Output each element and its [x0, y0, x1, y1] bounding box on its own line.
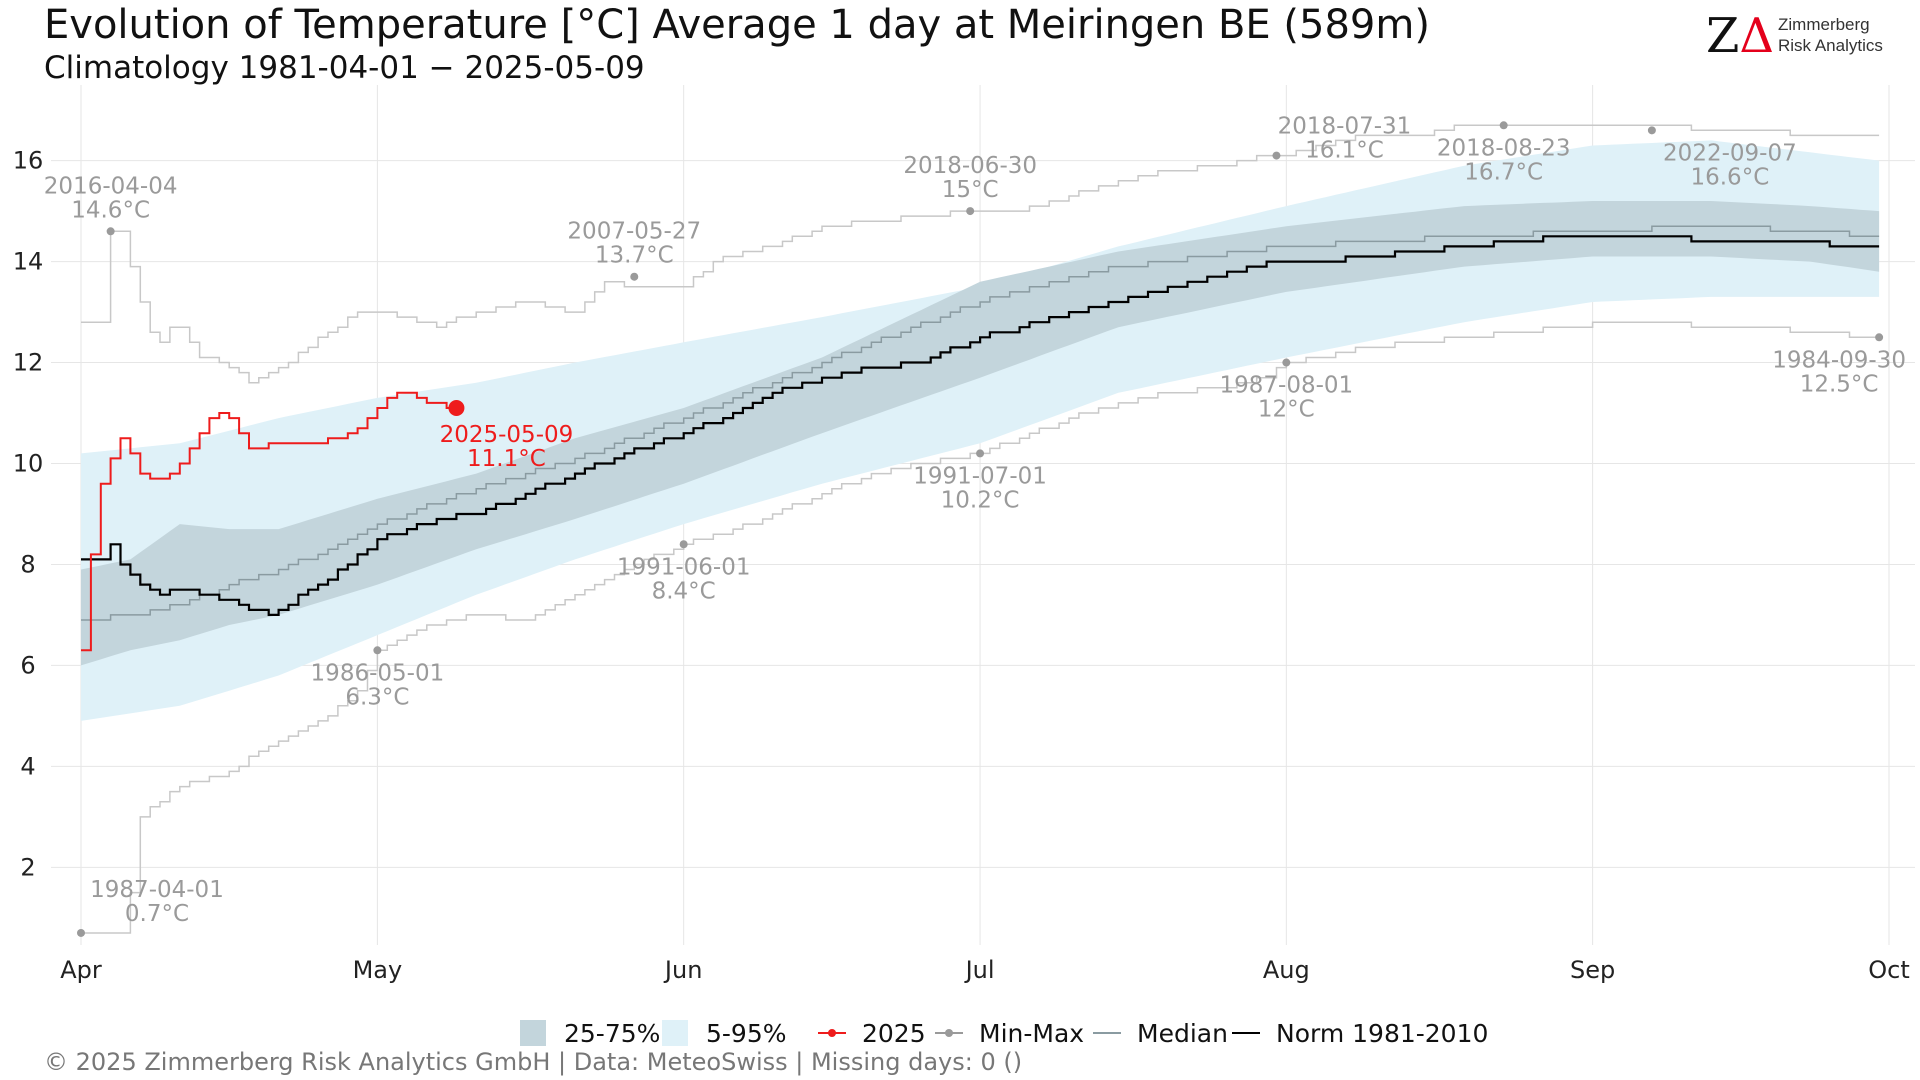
legend-swatch-band_25_75 — [520, 1020, 546, 1046]
record-date-label: 2018-06-30 — [903, 153, 1037, 179]
x-tick-label-jul: Jul — [964, 956, 995, 984]
grid — [51, 85, 1915, 945]
record-date-label: 1991-07-01 — [913, 463, 1047, 489]
company-logo: ZΔ Zimmerberg Risk Analytics — [1706, 8, 1906, 64]
median-line — [81, 225, 1880, 621]
record-value-label: 16.7°C — [1464, 159, 1543, 185]
record-date-label: 2007-05-27 — [567, 219, 701, 245]
record-date-label: 1984-09-30 — [1772, 347, 1906, 373]
legend-dot-current — [828, 1029, 836, 1037]
y-tick-label-6: 6 — [20, 651, 35, 679]
y-tick-label-2: 2 — [20, 853, 35, 881]
max-line — [81, 124, 1880, 384]
current-year-value-label: 11.1°C — [467, 446, 546, 472]
legend-item-norm: Norm 1981-2010 — [1232, 1019, 1488, 1048]
record-point — [106, 227, 115, 236]
y-tick-label-8: 8 — [20, 550, 35, 578]
band-25-75 — [81, 201, 1880, 666]
legend-label-current: 2025 — [862, 1019, 926, 1048]
record-point — [77, 928, 85, 937]
record-value-label: 16.1°C — [1305, 138, 1384, 164]
record-value-label: 0.7°C — [125, 901, 189, 927]
legend-label-band_25_75: 25-75% — [564, 1019, 660, 1048]
logo-text: Zimmerberg Risk Analytics — [1778, 14, 1883, 56]
record-point — [1875, 333, 1884, 342]
legend-label-norm: Norm 1981-2010 — [1276, 1019, 1488, 1048]
record-value-label: 15°C — [942, 177, 999, 203]
band-5-95 — [81, 140, 1880, 721]
legend-dot-minmax — [945, 1029, 953, 1037]
record-point — [1647, 126, 1656, 135]
record-value-label: 10.2°C — [941, 487, 1020, 513]
chart-subtitle: Climatology 1981-04-01 − 2025-05-09 — [44, 50, 645, 86]
legend-label-median: Median — [1137, 1019, 1228, 1048]
legend: 25-75% 5-95% 2025 Min-Max Median Norm 1981-20… — [520, 1019, 1488, 1048]
x-tick-label-sep: Sep — [1570, 956, 1615, 984]
record-value-label: 12.5°C — [1800, 371, 1879, 397]
series-lines — [81, 124, 1880, 934]
y-tick-label-14: 14 — [13, 248, 44, 276]
chart-title: Evolution of Temperature [°C] Average 1 … — [44, 2, 1430, 48]
record-value-label: 6.3°C — [345, 684, 409, 710]
logo-z: Z — [1706, 8, 1740, 64]
record-point — [976, 449, 985, 458]
record-point — [966, 207, 975, 216]
legend-swatch-band_5_95 — [662, 1020, 688, 1046]
record-value-label: 12°C — [1258, 397, 1315, 423]
record-date-label: 2018-07-31 — [1278, 114, 1412, 140]
legend-label-band_5_95: 5-95% — [706, 1019, 787, 1048]
y-tick-label-12: 12 — [13, 349, 44, 377]
record-date-label: 2016-04-04 — [44, 173, 178, 199]
record-value-label: 16.6°C — [1690, 164, 1769, 190]
footer-credit: © 2025 Zimmerberg Risk Analytics GmbH | … — [44, 1048, 1023, 1076]
legend-item-band_5_95: 5-95% — [662, 1019, 787, 1048]
logo-line-2: Risk Analytics — [1778, 36, 1883, 55]
record-point — [373, 646, 382, 655]
record-date-label: 1987-08-01 — [1219, 373, 1353, 399]
min-line — [81, 321, 1880, 934]
y-tick-label-4: 4 — [20, 752, 35, 780]
current-year-line — [81, 391, 457, 652]
logo-mark: ZΔ — [1706, 8, 1774, 64]
x-tick-label-aug: Aug — [1263, 956, 1310, 984]
record-date-label: 2018-08-23 — [1437, 135, 1571, 161]
legend-item-minmax: Min-Max — [935, 1019, 1084, 1048]
record-date-label: 2022-09-07 — [1663, 140, 1797, 166]
record-point — [630, 272, 639, 281]
record-point — [679, 540, 688, 549]
y-tick-label-16: 16 — [13, 147, 44, 175]
percentile-bands — [81, 140, 1880, 721]
record-point — [1282, 358, 1291, 367]
record-date-label: 1987-04-01 — [90, 877, 224, 903]
legend-item-band_25_75: 25-75% — [520, 1019, 660, 1048]
record-value-label: 8.4°C — [652, 578, 716, 604]
legend-label-minmax: Min-Max — [979, 1019, 1084, 1048]
axes: 2 4 6 8 10 12 14 16 Apr May Jun Jul Aug Sep Oct — [13, 147, 1910, 984]
x-tick-label-oct: Oct — [1868, 956, 1910, 984]
legend-item-current: 2025 — [818, 1019, 926, 1048]
legend-item-median: Median — [1093, 1019, 1228, 1048]
logo-delta: Δ — [1739, 8, 1775, 64]
x-tick-label-apr: Apr — [60, 956, 102, 984]
x-tick-label-jun: Jun — [663, 956, 703, 984]
record-point — [1272, 151, 1281, 160]
y-tick-label-10: 10 — [13, 449, 44, 477]
record-point — [1499, 121, 1508, 130]
logo-line-1: Zimmerberg — [1778, 15, 1870, 34]
record-date-label: 1986-05-01 — [311, 660, 445, 686]
norm-line — [81, 235, 1880, 616]
record-value-label: 13.7°C — [595, 243, 674, 269]
record-date-label: 1991-06-01 — [617, 554, 751, 580]
x-tick-label-may: May — [353, 956, 403, 984]
current-year-date-label: 2025-05-09 — [440, 422, 574, 448]
current-year-last-point — [448, 399, 465, 416]
record-value-label: 14.6°C — [71, 197, 150, 223]
